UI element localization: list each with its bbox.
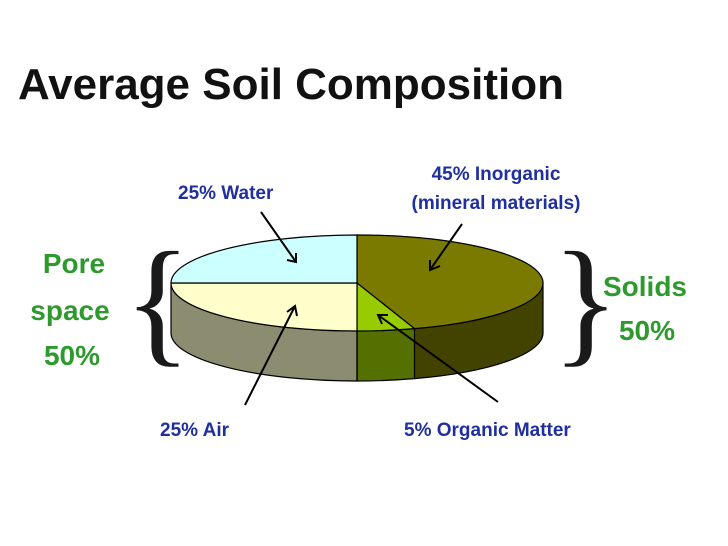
chart-title: Average Soil Composition xyxy=(18,60,564,109)
inorganic-arrow xyxy=(429,223,463,272)
pore-space-line1: Pore xyxy=(43,248,105,279)
right-brace-icon: } xyxy=(552,224,619,379)
left-brace-icon: { xyxy=(124,224,191,379)
solids-line2: 50% xyxy=(619,315,675,346)
pore-space-line3: 50% xyxy=(44,340,100,371)
pie-slice-3 xyxy=(170,234,358,284)
pie-slice-2 xyxy=(170,282,358,332)
label-organic: 5% Organic Matter xyxy=(404,420,571,441)
leader-arrows xyxy=(244,211,499,406)
label-inorganic-line1: 45% Inorganic xyxy=(432,164,561,185)
pie-side-1 xyxy=(356,327,416,382)
label-air: 25% Air xyxy=(160,420,230,441)
pie-sides xyxy=(170,282,544,382)
water-arrow xyxy=(260,211,297,264)
label-water: 25% Water xyxy=(178,183,274,204)
air-arrow xyxy=(244,304,298,406)
organic-arrow xyxy=(376,314,499,403)
pore-space-line2: space xyxy=(30,295,109,326)
pie-tops xyxy=(170,234,544,332)
solids-line1: Solids xyxy=(603,271,687,302)
pie-slice-0 xyxy=(356,234,544,330)
label-inorganic-line2: (mineral materials) xyxy=(412,193,581,214)
pie-3d xyxy=(170,234,544,382)
